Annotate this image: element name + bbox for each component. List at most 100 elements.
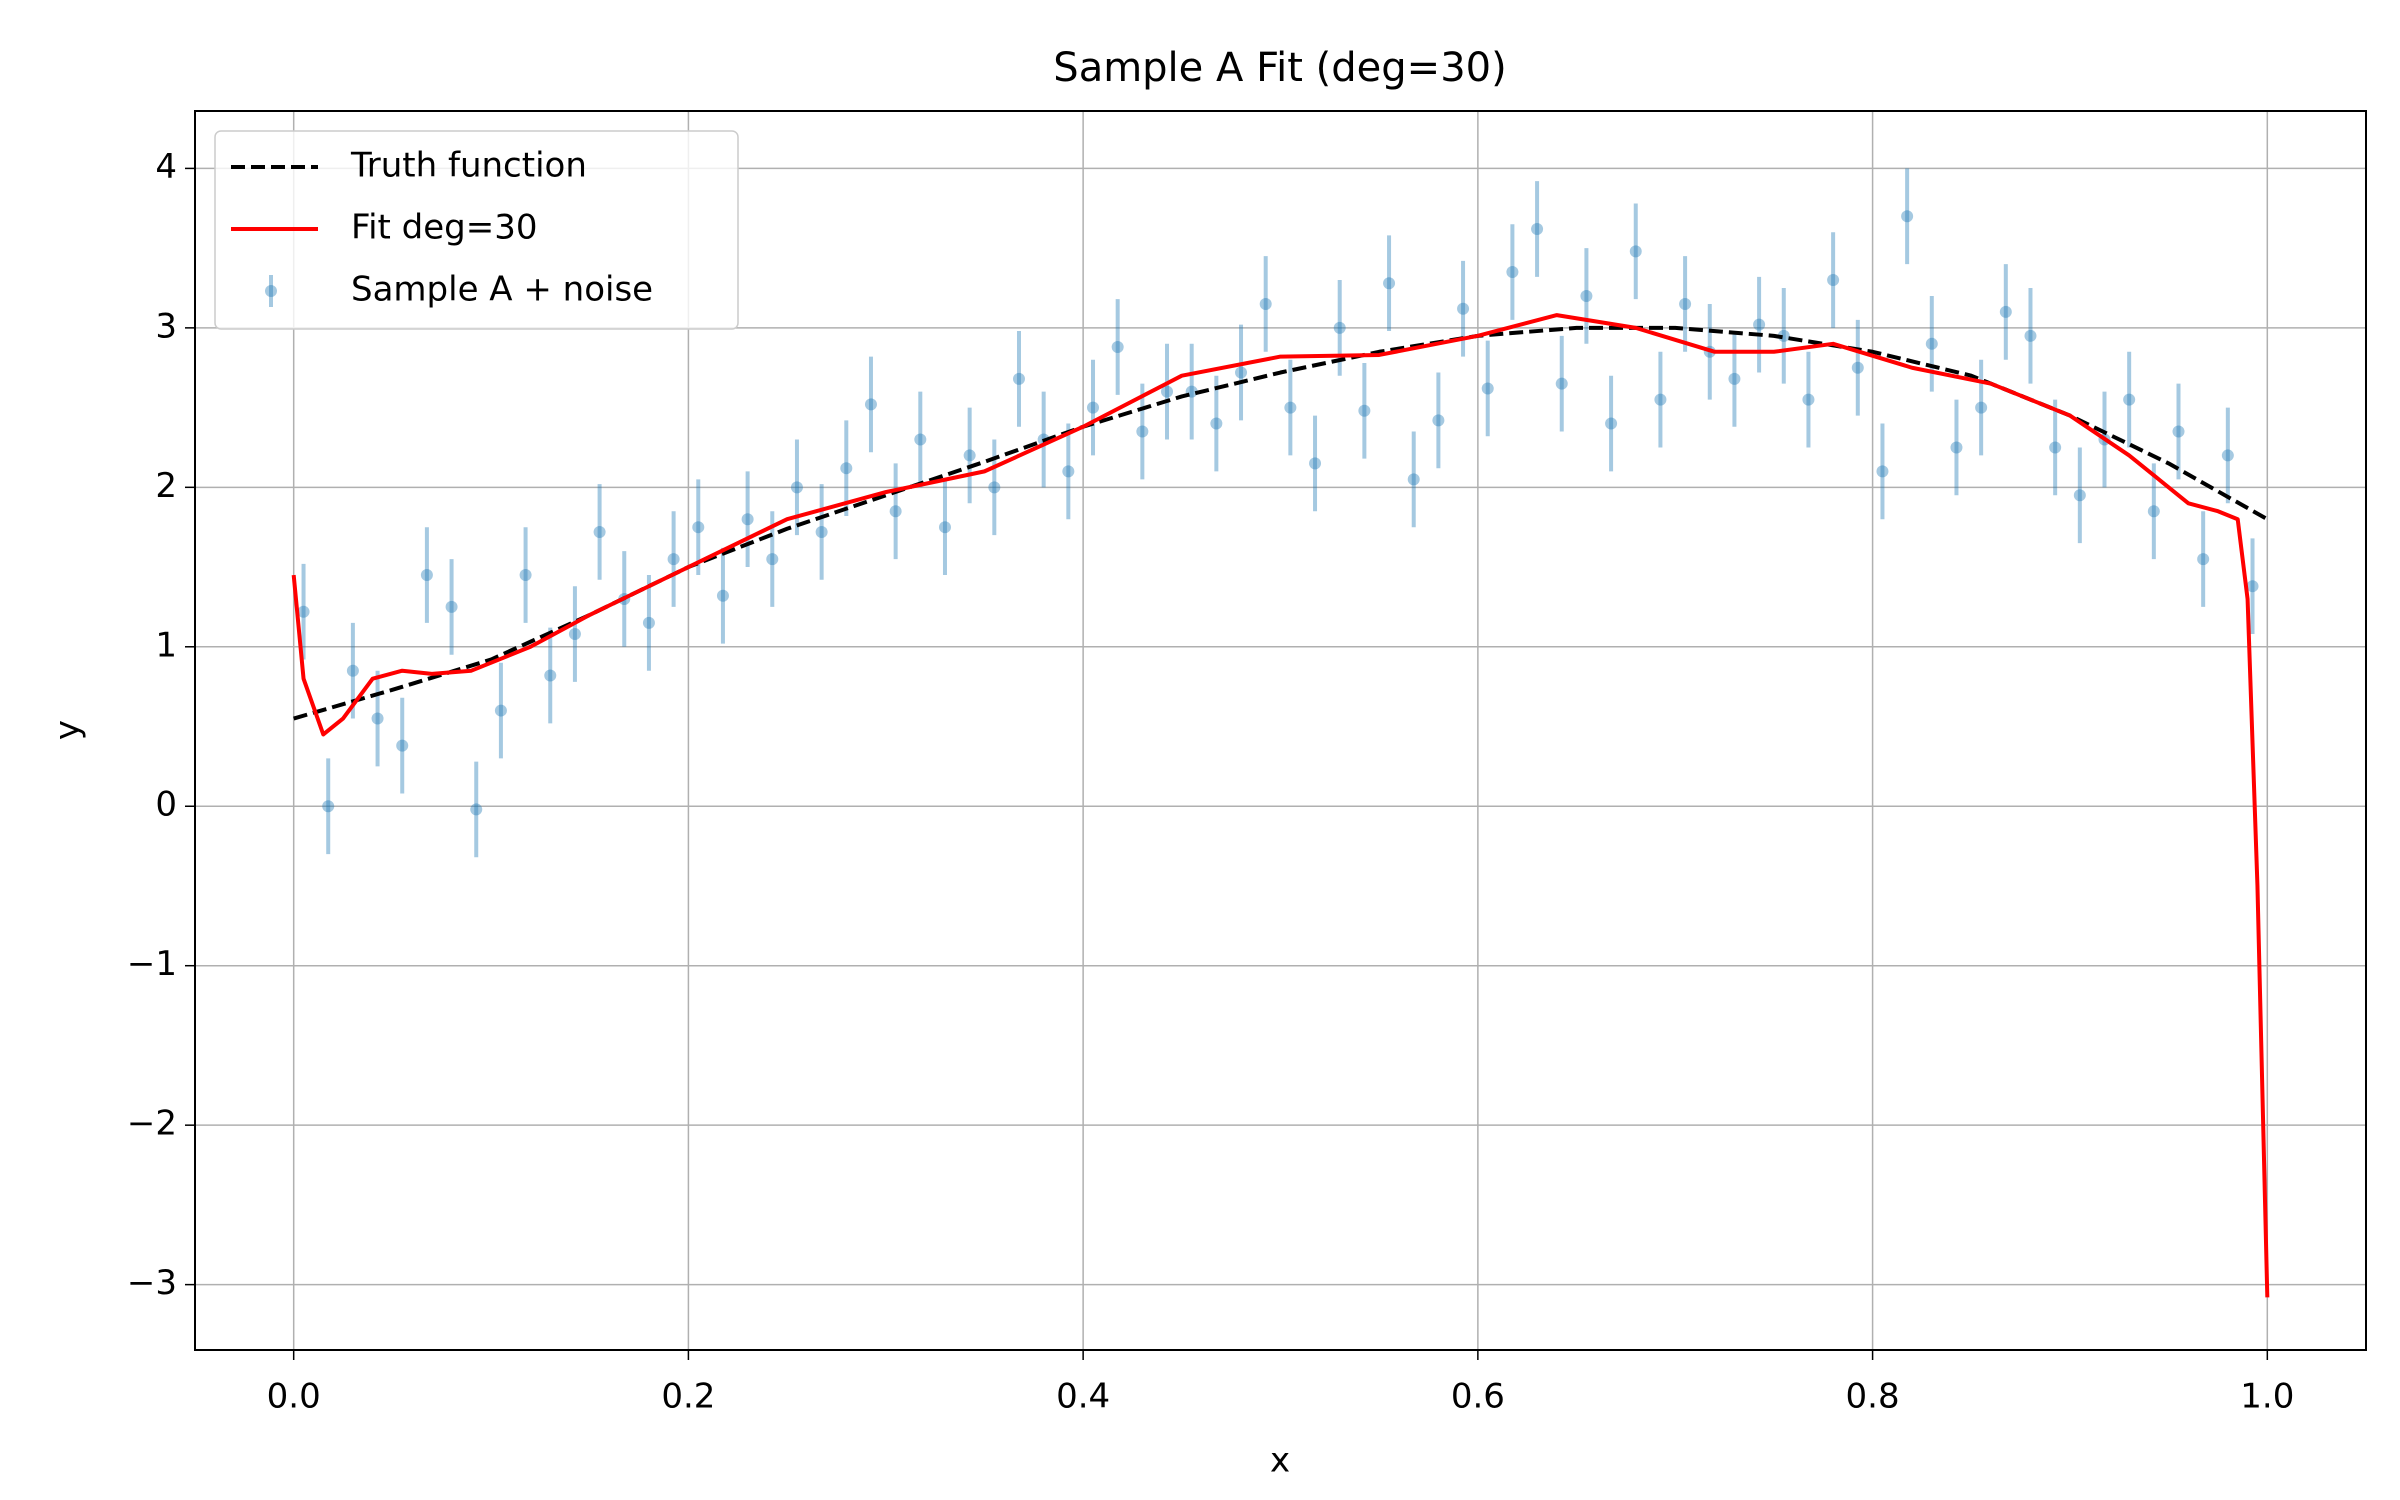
data-point (494, 704, 507, 717)
x-tick-label: 0.2 (661, 1377, 715, 1417)
data-point (2123, 393, 2136, 406)
legend-label: Fit deg=30 (351, 208, 538, 248)
data-point (914, 433, 927, 446)
data-point (1333, 321, 1346, 334)
data-point (1580, 289, 1593, 302)
data-point (1284, 401, 1297, 414)
data-point (667, 553, 680, 566)
data-point (2024, 329, 2037, 342)
data-point (1309, 457, 1322, 470)
data-point (1851, 361, 1864, 374)
data-point (2221, 449, 2234, 462)
data-point (1111, 341, 1124, 353)
data-point (766, 553, 779, 566)
data-point (988, 481, 1001, 494)
data-point (322, 800, 335, 813)
y-tick-label: −1 (127, 944, 177, 984)
data-point (963, 449, 976, 462)
data-point (1481, 382, 1494, 395)
data-point (470, 803, 483, 816)
data-point (1383, 277, 1396, 290)
data-point (396, 739, 409, 752)
data-point (1901, 210, 1914, 223)
data-point (346, 664, 359, 677)
data-point (864, 398, 877, 411)
data-point (1432, 414, 1445, 427)
data-point (1728, 372, 1741, 385)
data-point (741, 513, 754, 526)
chart-title: Sample A Fit (deg=30) (1053, 45, 1506, 91)
data-point (889, 505, 902, 518)
data-point (297, 605, 310, 618)
data-point (2197, 553, 2210, 566)
data-point (1531, 223, 1544, 235)
data-point (420, 569, 433, 582)
data-point (716, 589, 729, 602)
data-point (1062, 465, 1075, 478)
data-point (642, 616, 655, 629)
data-point (1087, 401, 1100, 414)
x-tick-label: 0.4 (1056, 1377, 1110, 1417)
data-point (519, 569, 532, 582)
data-point (1136, 425, 1149, 438)
data-point (1925, 337, 1938, 350)
data-point (1827, 274, 1840, 287)
data-point (938, 521, 951, 534)
data-point (1605, 417, 1618, 430)
data-point (593, 525, 606, 538)
data-point (1999, 305, 2012, 318)
y-tick-label: 3 (155, 306, 177, 346)
x-tick-label: 0.0 (267, 1377, 321, 1417)
data-point (1457, 302, 1470, 315)
data-point (692, 521, 705, 534)
y-tick-label: 2 (155, 466, 177, 506)
y-tick-label: 1 (155, 625, 177, 665)
data-point (1259, 297, 1272, 310)
data-point (2049, 441, 2062, 454)
data-point (1506, 266, 1519, 279)
legend-label: Sample A + noise (351, 270, 653, 310)
x-axis-label: x (1270, 1441, 1290, 1481)
data-point (1654, 393, 1667, 406)
line-series (291, 313, 2270, 1298)
y-axis-label: y (48, 720, 88, 740)
legend-swatch (265, 285, 277, 297)
data-point (1802, 393, 1815, 406)
data-point (1555, 377, 1568, 390)
data-point (2147, 505, 2160, 518)
data-point (1235, 366, 1248, 379)
data-point (2246, 580, 2259, 593)
data-point (1161, 385, 1174, 398)
data-point (1975, 401, 1988, 414)
legend-box (214, 130, 739, 330)
data-point (1012, 372, 1025, 385)
axes-frame (194, 110, 2367, 1351)
data-point (1679, 297, 1692, 310)
data-point (445, 600, 458, 613)
data-point (1407, 473, 1420, 486)
data-point (1950, 441, 1963, 454)
data-point (1753, 318, 1766, 331)
data-point (544, 669, 557, 682)
data-point (840, 462, 853, 475)
data-point (2073, 489, 2086, 502)
x-tick-label: 0.6 (1451, 1377, 1505, 1417)
legend-label: Truth function (350, 146, 587, 186)
x-tick-label: 0.8 (1846, 1377, 1900, 1417)
y-tick-label: −2 (127, 1104, 177, 1144)
y-tick-label: 4 (155, 147, 177, 187)
data-point (568, 628, 581, 641)
data-point (1210, 417, 1223, 430)
plot-area (291, 168, 2270, 1298)
data-point (1358, 404, 1371, 417)
data-point (2172, 425, 2185, 438)
data-point (1876, 465, 1889, 478)
data-point (815, 525, 828, 538)
data-point (371, 712, 384, 725)
x-tick-label: 1.0 (2240, 1377, 2294, 1417)
data-point (1629, 245, 1642, 258)
y-tick-label: −3 (127, 1263, 177, 1303)
data-point (790, 481, 803, 494)
y-tick-label: 0 (155, 785, 177, 825)
